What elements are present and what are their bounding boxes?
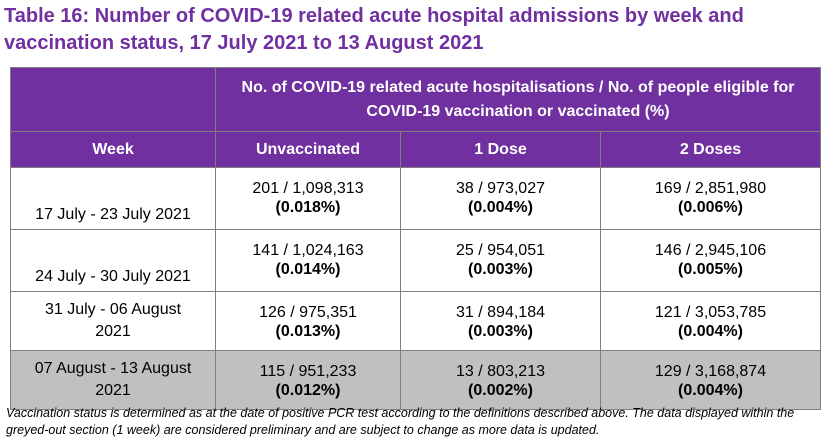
column-header-2-doses: 2 Doses: [599, 131, 822, 168]
header-row-columns: Week Unvaccinated 1 Dose 2 Doses: [10, 131, 822, 168]
table-row: 31 July - 06 August 2021 126 / 975,351 (0…: [10, 291, 822, 351]
dose2-count: 129 / 3,168,874: [654, 363, 767, 380]
dose1-cell: 31 / 894,184 (0.003%): [400, 291, 601, 351]
unvaccinated-percent: (0.012%): [275, 382, 341, 399]
dose2-count: 146 / 2,945,106: [654, 242, 767, 259]
admissions-table: No. of COVID-19 related acute hospitalis…: [10, 67, 822, 410]
dose2-cell: 146 / 2,945,106 (0.005%): [599, 229, 822, 292]
week-cell: 07 August - 13 August 2021: [10, 350, 216, 410]
week-cell: 17 July - 23 July 2021: [10, 167, 216, 230]
table-title: Table 16: Number of COVID-19 related acu…: [4, 5, 744, 54]
column-header-1-dose: 1 Dose: [400, 131, 601, 168]
footnote: Vaccination status is determined as at t…: [6, 406, 795, 437]
dose2-cell: 169 / 2,851,980 (0.006%): [599, 167, 822, 230]
unvaccinated-cell: 126 / 975,351 (0.013%): [215, 291, 401, 351]
dose1-cell: 38 / 973,027 (0.004%): [400, 167, 601, 230]
dose2-cell: 129 / 3,168,874 (0.004%): [599, 350, 822, 410]
dose2-percent: (0.006%): [678, 199, 743, 216]
unvaccinated-percent: (0.013%): [275, 323, 341, 340]
column-header-unvaccinated: Unvaccinated: [215, 131, 401, 168]
dose2-percent: (0.004%): [678, 382, 743, 399]
unvaccinated-count: 115 / 951,233: [259, 363, 357, 380]
dose2-count: 169 / 2,851,980: [654, 180, 767, 197]
unvaccinated-count: 201 / 1,098,313: [252, 180, 364, 197]
unvaccinated-count: 126 / 975,351: [259, 304, 357, 321]
table-row-preliminary: 07 August - 13 August 2021 115 / 951,233…: [10, 350, 822, 410]
dose1-count: 38 / 973,027: [456, 180, 545, 197]
column-header-week: Week: [10, 131, 216, 168]
header-row-group: No. of COVID-19 related acute hospitalis…: [10, 67, 822, 132]
unvaccinated-cell: 115 / 951,233 (0.012%): [215, 350, 401, 410]
header-group-label: No. of COVID-19 related acute hospitalis…: [214, 67, 822, 132]
header-empty-cell: [10, 67, 216, 132]
dose2-percent: (0.004%): [678, 323, 743, 340]
dose2-percent: (0.005%): [678, 261, 743, 278]
dose1-count: 31 / 894,184: [456, 304, 545, 321]
dose1-percent: (0.004%): [468, 199, 533, 216]
table-row: 24 July - 30 July 2021 141 / 1,024,163 (0…: [10, 229, 822, 292]
dose1-percent: (0.002%): [468, 382, 533, 399]
dose1-percent: (0.003%): [468, 261, 533, 278]
unvaccinated-count: 141 / 1,024,163: [252, 242, 364, 259]
unvaccinated-percent: (0.018%): [275, 199, 341, 216]
dose1-percent: (0.003%): [468, 323, 533, 340]
dose1-count: 25 / 954,051: [456, 242, 545, 259]
dose2-count: 121 / 3,053,785: [654, 304, 767, 321]
week-cell: 24 July - 30 July 2021: [10, 229, 216, 292]
unvaccinated-cell: 201 / 1,098,313 (0.018%): [215, 167, 401, 230]
dose1-cell: 13 / 803,213 (0.002%): [400, 350, 601, 410]
table-row: 17 July - 23 July 2021 201 / 1,098,313 (0…: [10, 167, 822, 230]
unvaccinated-percent: (0.014%): [275, 261, 341, 278]
week-cell: 31 July - 06 August 2021: [10, 291, 216, 351]
dose1-cell: 25 / 954,051 (0.003%): [400, 229, 601, 292]
dose2-cell: 121 / 3,053,785 (0.004%): [599, 291, 822, 351]
dose1-count: 13 / 803,213: [456, 363, 545, 380]
unvaccinated-cell: 141 / 1,024,163 (0.014%): [215, 229, 401, 292]
